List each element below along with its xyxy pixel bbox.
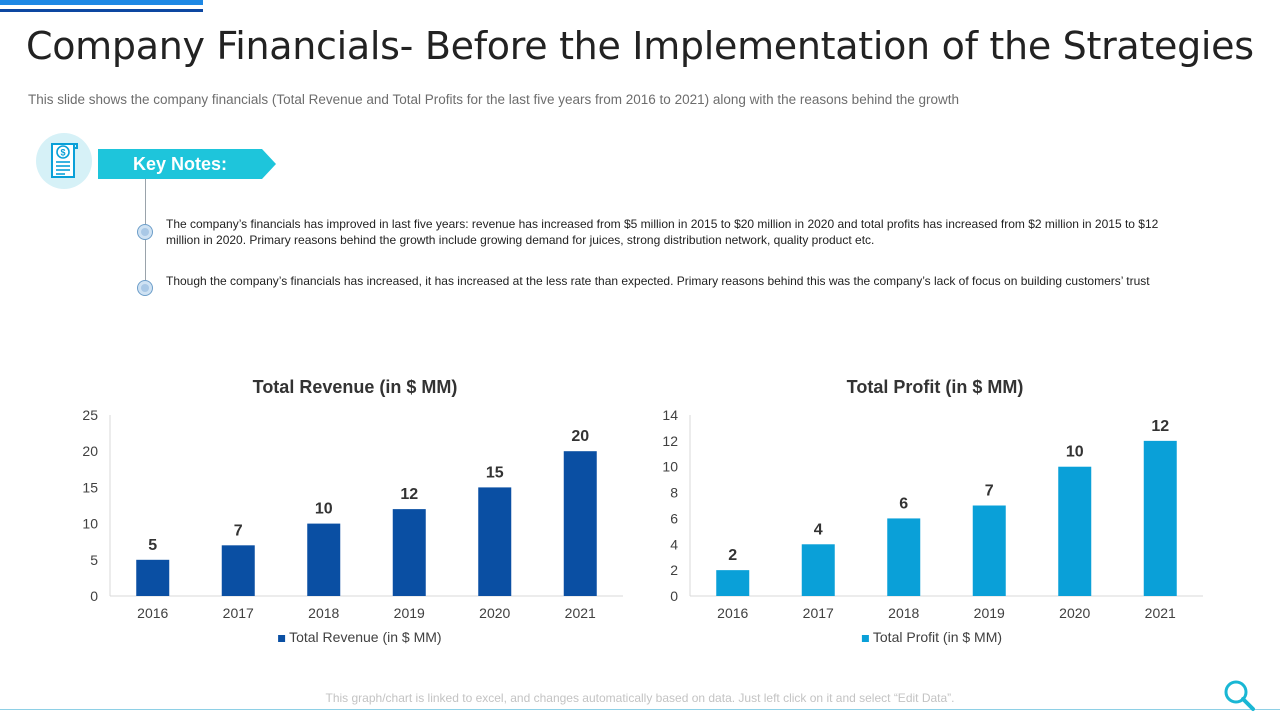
profit-bar	[887, 518, 921, 596]
key-notes-label: Key Notes:	[132, 154, 228, 174]
note-bullet	[137, 280, 153, 296]
revenue-data-label: 15	[486, 464, 504, 481]
revenue-bar	[136, 559, 170, 596]
top-accent-bar	[0, 0, 203, 5]
slide-subtitle: This slide shows the company financials …	[28, 92, 960, 107]
revenue-y-tick-label: 0	[90, 588, 98, 604]
profit-x-tick-label: 2020	[1059, 605, 1090, 621]
key-note-2: Though the company’s financials has incr…	[166, 274, 1150, 288]
revenue-chart-title: Total Revenue (in $ MM)	[252, 377, 458, 397]
revenue-x-tick-label: 2017	[223, 605, 254, 621]
profit-y-tick-label: 8	[670, 485, 678, 501]
profit-legend-swatch	[861, 635, 869, 642]
svg-text:$: $	[60, 148, 65, 158]
money-receipt-icon: $	[36, 133, 92, 189]
revenue-legend-swatch	[278, 635, 286, 642]
revenue-y-tick-label: 15	[82, 479, 98, 495]
profit-y-tick-label: 10	[662, 459, 678, 475]
profit-bar	[801, 544, 835, 596]
revenue-bar	[563, 451, 597, 596]
profit-x-tick-label: 2021	[1145, 605, 1176, 621]
profit-y-tick-label: 4	[670, 536, 678, 552]
revenue-x-tick-label: 2020	[479, 605, 510, 621]
profit-bar	[716, 570, 750, 596]
revenue-bar-chart: 0510152025520167201710201812201915202020…	[82, 407, 623, 645]
profit-bar	[1143, 440, 1177, 596]
profit-bar-chart: 0 2 4 6 8 10 12 14 2 2016 4 2017 6 2018 7 2019 10 2020 12 2…	[662, 407, 1203, 645]
profit-x-tick-label: 2018	[888, 605, 919, 621]
revenue-x-tick-label: 2018	[308, 605, 339, 621]
revenue-data-label: 5	[148, 537, 157, 554]
profit-y-tick-label: 12	[662, 433, 678, 449]
search-icon	[1224, 680, 1255, 711]
profit-x-tick-label: 2016	[717, 605, 748, 621]
profit-data-label: 4	[814, 521, 823, 538]
slide-title: Company Financials- Before the Implement…	[26, 24, 1254, 68]
profit-data-label: 2	[728, 547, 737, 564]
profit-y-tick-label: 0	[670, 588, 678, 604]
profit-bar	[1058, 466, 1092, 596]
key-note-1: The company’s financials has improved in…	[166, 217, 1159, 247]
profit-bar	[972, 505, 1006, 596]
revenue-x-tick-label: 2016	[137, 605, 168, 621]
profit-x-tick-label: 2019	[974, 605, 1005, 621]
revenue-bar	[307, 523, 341, 596]
revenue-bar	[478, 487, 512, 596]
profit-x-tick-label: 2017	[803, 605, 834, 621]
revenue-y-tick-label: 25	[82, 407, 98, 423]
key-notes-banner: Key Notes:	[98, 149, 276, 179]
profit-y-tick-label: 6	[670, 510, 678, 526]
profit-data-label: 12	[1151, 418, 1169, 435]
revenue-x-tick-label: 2019	[394, 605, 425, 621]
profit-data-label: 6	[899, 495, 908, 512]
revenue-x-tick-label: 2021	[565, 605, 596, 621]
profit-data-label: 7	[985, 483, 994, 500]
note-bullet	[137, 224, 153, 240]
bottom-divider	[0, 709, 1280, 710]
top-accent-bar-thin	[0, 9, 203, 12]
revenue-y-tick-label: 10	[82, 516, 98, 532]
revenue-y-tick-label: 20	[82, 443, 98, 459]
profit-y-tick-label: 14	[662, 407, 678, 423]
revenue-y-tick-label: 5	[90, 552, 98, 568]
revenue-data-label: 7	[234, 522, 243, 539]
revenue-bar	[221, 545, 255, 596]
footer-note: This graph/chart is linked to excel, and…	[325, 691, 955, 705]
revenue-data-label: 10	[315, 501, 333, 518]
revenue-data-label: 12	[400, 486, 418, 503]
profit-data-label: 10	[1066, 444, 1084, 461]
profit-legend-label: Total Profit (in $ MM)	[873, 629, 1002, 645]
revenue-bar	[392, 509, 426, 596]
revenue-data-label: 20	[571, 428, 589, 445]
profit-chart-title: Total Profit (in $ MM)	[846, 377, 1024, 397]
revenue-legend-label: Total Revenue (in $ MM)	[289, 629, 442, 645]
profit-y-tick-label: 2	[670, 562, 678, 578]
